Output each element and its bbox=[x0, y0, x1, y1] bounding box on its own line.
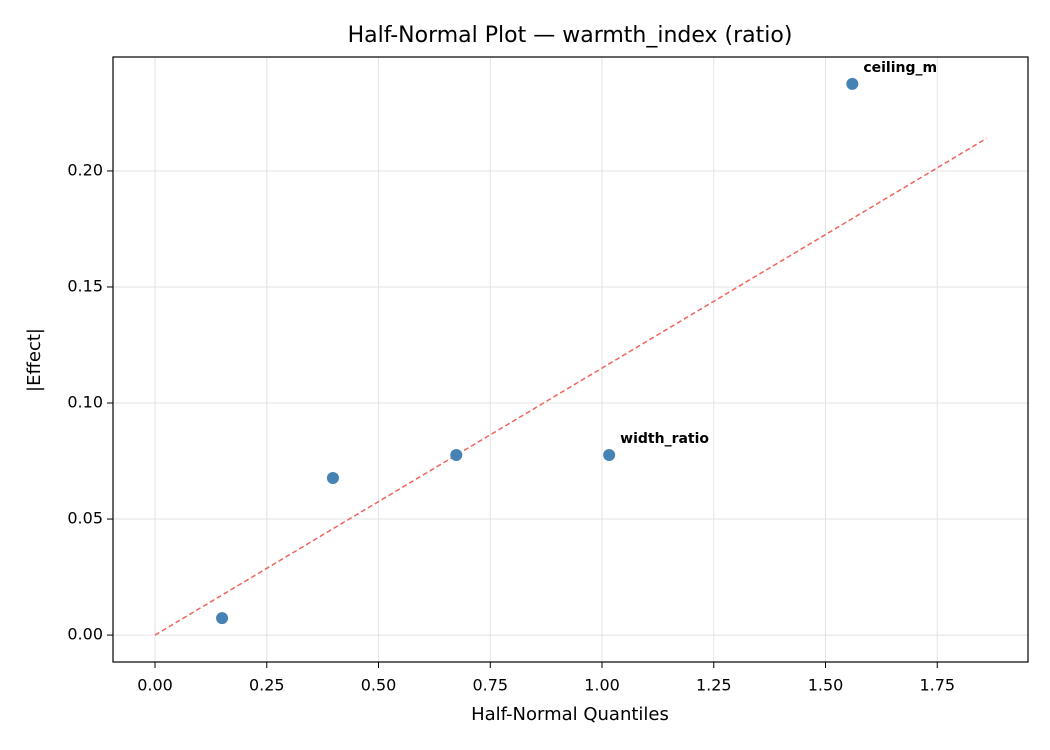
point bbox=[450, 448, 463, 461]
y-tick-label: 0.05 bbox=[67, 509, 103, 528]
y-tick-label: 0.00 bbox=[67, 625, 103, 644]
x-tick-label: 0.75 bbox=[472, 676, 508, 695]
y-axis-label: |Effect| bbox=[24, 328, 45, 392]
x-tick-label: 1.75 bbox=[919, 676, 955, 695]
x-axis-label: Half-Normal Quantiles bbox=[471, 704, 669, 725]
point bbox=[216, 612, 229, 625]
y-tick-label: 0.15 bbox=[67, 276, 103, 295]
point bbox=[846, 77, 859, 90]
y-tick-label: 0.10 bbox=[67, 393, 103, 412]
point bbox=[603, 448, 616, 461]
y-tick-label: 0.20 bbox=[67, 160, 103, 179]
point bbox=[326, 471, 339, 484]
annotation: ceiling_m bbox=[863, 60, 937, 76]
plot-frame bbox=[112, 56, 1029, 663]
x-tick-label: 0.50 bbox=[361, 676, 397, 695]
annotation: width_ratio bbox=[620, 431, 709, 447]
x-tick-label: 1.25 bbox=[696, 676, 732, 695]
chart-title: Half-Normal Plot — warmth_index (ratio) bbox=[348, 23, 793, 48]
reference-line bbox=[154, 137, 987, 636]
x-tick-label: 0.00 bbox=[137, 676, 173, 695]
x-tick-label: 1.00 bbox=[584, 676, 620, 695]
x-tick-label: 0.25 bbox=[249, 676, 285, 695]
x-tick-label: 1.50 bbox=[808, 676, 844, 695]
